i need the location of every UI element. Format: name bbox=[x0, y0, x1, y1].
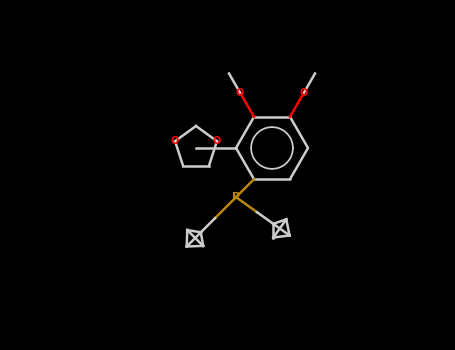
Text: O: O bbox=[213, 136, 221, 146]
Text: O: O bbox=[171, 136, 179, 146]
Text: O: O bbox=[300, 88, 308, 98]
Text: O: O bbox=[236, 88, 244, 98]
Text: P: P bbox=[232, 192, 240, 202]
